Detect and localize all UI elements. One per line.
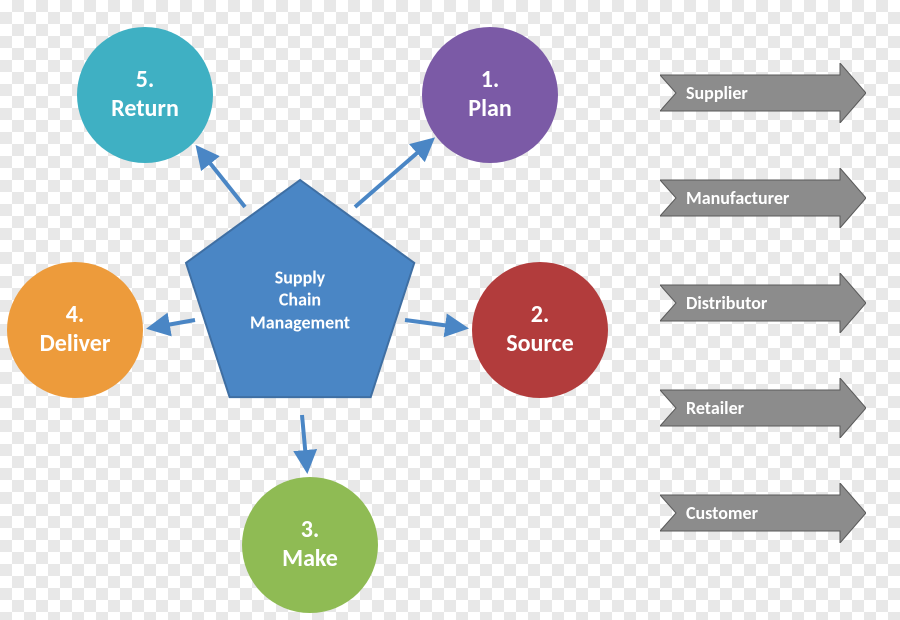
flow-arrow-customer: Customer [660,495,866,531]
flow-arrow-distributor: Distributor [660,285,866,321]
circle-label-plan: 1. Plan [468,66,511,124]
flow-arrow-label: Distributor [686,285,767,321]
circle-label-deliver: 4. Deliver [40,301,111,359]
diagram-canvas: Supply Chain Management 1. Plan 2. Source… [0,0,900,620]
circle-label-return: 5. Return [111,66,179,124]
circle-make: 3. Make [242,477,378,613]
circle-source: 2. Source [472,262,608,398]
flow-arrow-supplier: Supplier [660,75,866,111]
circle-label-source: 2. Source [506,301,573,359]
flow-arrow-manufacturer: Manufacturer [660,180,866,216]
flow-arrow-label: Supplier [686,75,748,111]
flow-arrow-label: Retailer [686,390,744,426]
flow-arrow-retailer: Retailer [660,390,866,426]
circle-label-make: 3. Make [282,516,338,574]
flow-arrow-label: Customer [686,495,758,531]
flow-arrow-label: Manufacturer [686,180,789,216]
center-pentagon: Supply Chain Management [184,178,416,399]
circle-deliver: 4. Deliver [7,262,143,398]
connector-arrow-2 [302,415,307,470]
circle-plan: 1. Plan [422,27,558,163]
circle-return: 5. Return [77,27,213,163]
pentagon-label: Supply Chain Management [250,266,350,334]
